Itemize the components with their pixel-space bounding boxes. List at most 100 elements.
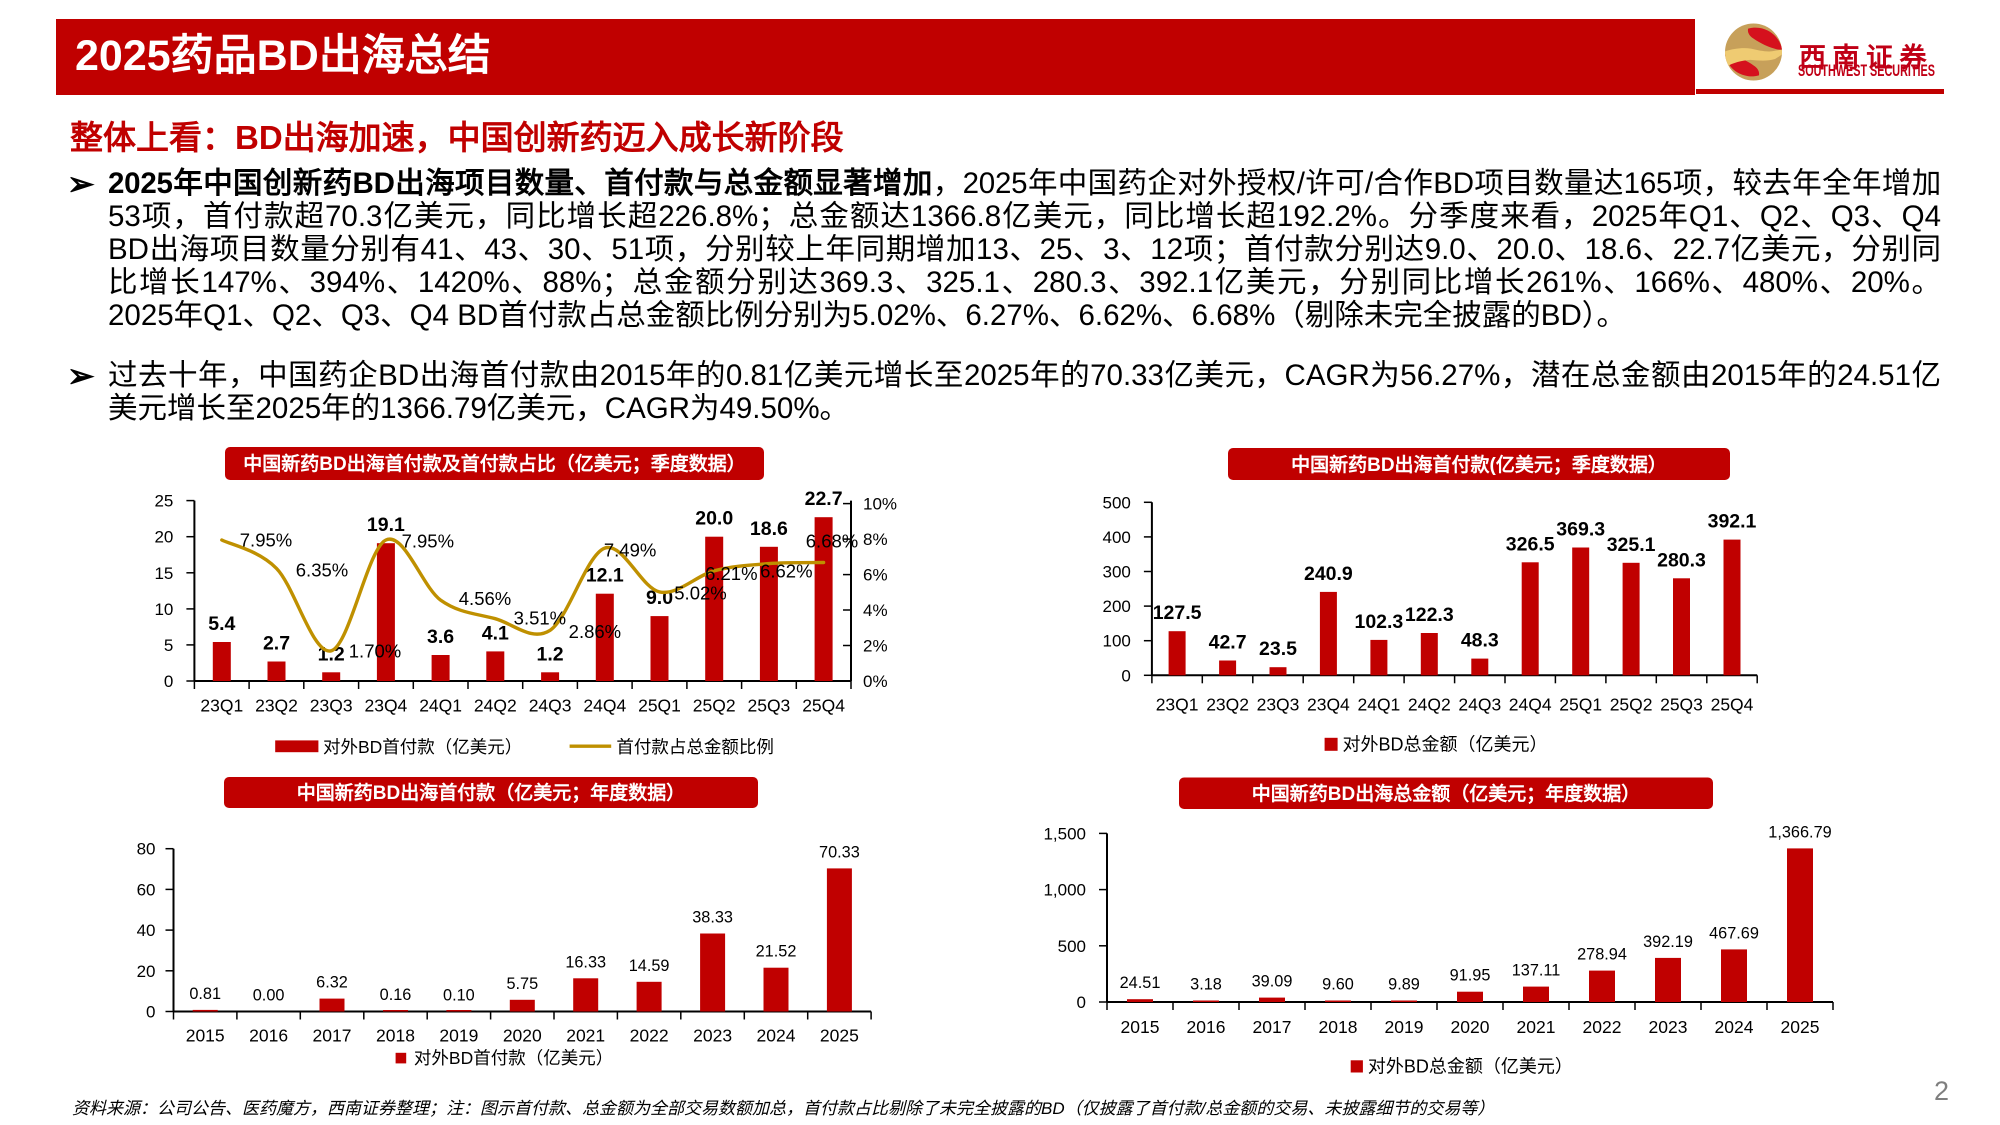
svg-text:2%: 2% xyxy=(863,637,888,656)
svg-text:0.16: 0.16 xyxy=(380,986,412,1004)
svg-text:对外BD总金额（亿美元）: 对外BD总金额（亿美元） xyxy=(1368,1057,1573,1077)
svg-text:467.69: 467.69 xyxy=(1709,924,1759,942)
svg-text:3.6: 3.6 xyxy=(427,626,454,648)
svg-text:中国新药BD出海总金额（亿美元；年度数据）: 中国新药BD出海总金额（亿美元；年度数据） xyxy=(1252,782,1640,805)
svg-text:首付款占总金额比例: 首付款占总金额比例 xyxy=(616,737,774,757)
svg-text:7.49%: 7.49% xyxy=(604,540,656,561)
svg-text:10: 10 xyxy=(154,600,173,619)
svg-text:325.1: 325.1 xyxy=(1607,534,1656,556)
svg-text:2024: 2024 xyxy=(757,1025,796,1045)
svg-text:2020: 2020 xyxy=(1451,1017,1490,1037)
svg-text:23.5: 23.5 xyxy=(1259,638,1297,660)
svg-text:40: 40 xyxy=(137,921,156,940)
svg-text:24.51: 24.51 xyxy=(1120,974,1161,992)
svg-text:2018: 2018 xyxy=(1319,1017,1358,1037)
svg-text:20.0: 20.0 xyxy=(695,508,733,530)
svg-text:1.2: 1.2 xyxy=(537,643,564,665)
svg-text:5: 5 xyxy=(164,636,173,655)
svg-text:300: 300 xyxy=(1103,563,1131,582)
svg-text:326.5: 326.5 xyxy=(1506,533,1555,555)
svg-text:1.70%: 1.70% xyxy=(349,641,401,662)
svg-text:240.9: 240.9 xyxy=(1304,563,1353,585)
svg-text:60: 60 xyxy=(137,880,156,899)
svg-text:中国新药BD出海首付款（亿美元；年度数据）: 中国新药BD出海首付款（亿美元；年度数据） xyxy=(297,781,685,804)
svg-text:0.00: 0.00 xyxy=(253,987,285,1005)
svg-text:19.1: 19.1 xyxy=(367,514,405,536)
svg-text:48.3: 48.3 xyxy=(1461,630,1499,652)
svg-text:500: 500 xyxy=(1103,493,1131,512)
svg-text:2016: 2016 xyxy=(1187,1017,1226,1037)
svg-text:25Q1: 25Q1 xyxy=(638,696,681,716)
svg-text:18.6: 18.6 xyxy=(750,518,788,540)
svg-text:8%: 8% xyxy=(863,530,888,549)
svg-text:23Q4: 23Q4 xyxy=(1307,695,1350,715)
svg-text:1,366.79: 1,366.79 xyxy=(1768,823,1831,841)
svg-text:80: 80 xyxy=(137,840,156,859)
svg-text:24Q2: 24Q2 xyxy=(474,696,517,716)
svg-text:对外BD总金额（亿美元）: 对外BD总金额（亿美元） xyxy=(1343,735,1548,755)
svg-text:0%: 0% xyxy=(863,672,888,691)
svg-text:500: 500 xyxy=(1058,937,1086,956)
svg-text:0: 0 xyxy=(1077,993,1086,1012)
svg-text:280.3: 280.3 xyxy=(1657,549,1706,571)
svg-text:23Q3: 23Q3 xyxy=(1257,695,1300,715)
svg-text:23Q2: 23Q2 xyxy=(1206,695,1249,715)
svg-text:2021: 2021 xyxy=(566,1025,605,1045)
svg-text:对外BD首付款（亿美元）: 对外BD首付款（亿美元） xyxy=(414,1048,613,1068)
svg-text:2023: 2023 xyxy=(693,1025,732,1045)
svg-text:0: 0 xyxy=(146,1003,155,1022)
svg-text:24Q3: 24Q3 xyxy=(1458,695,1501,715)
svg-text:24Q4: 24Q4 xyxy=(1509,695,1552,715)
svg-text:3.51%: 3.51% xyxy=(514,608,566,629)
svg-text:25Q3: 25Q3 xyxy=(1660,695,1703,715)
svg-text:12.1: 12.1 xyxy=(586,565,624,587)
svg-text:2022: 2022 xyxy=(1583,1017,1622,1037)
svg-text:392.1: 392.1 xyxy=(1708,511,1757,533)
svg-text:2019: 2019 xyxy=(1385,1017,1424,1037)
svg-text:2017: 2017 xyxy=(313,1025,352,1045)
svg-text:4%: 4% xyxy=(863,601,888,620)
svg-text:10%: 10% xyxy=(863,495,897,514)
svg-text:2021: 2021 xyxy=(1517,1017,1556,1037)
svg-text:137.11: 137.11 xyxy=(1512,962,1561,980)
svg-text:25Q4: 25Q4 xyxy=(802,696,845,716)
svg-text:2022: 2022 xyxy=(630,1025,669,1045)
svg-text:2015: 2015 xyxy=(1121,1017,1160,1037)
svg-text:2016: 2016 xyxy=(249,1025,288,1045)
svg-text:4.1: 4.1 xyxy=(482,622,509,644)
svg-text:38.33: 38.33 xyxy=(692,909,733,927)
svg-text:25Q2: 25Q2 xyxy=(693,696,736,716)
svg-text:23Q3: 23Q3 xyxy=(310,696,353,716)
svg-text:2025: 2025 xyxy=(1781,1017,1820,1037)
svg-text:6.21%: 6.21% xyxy=(705,563,757,584)
svg-text:4.56%: 4.56% xyxy=(459,588,511,609)
svg-text:16.33: 16.33 xyxy=(565,953,606,971)
svg-text:2017: 2017 xyxy=(1253,1017,1292,1037)
svg-text:6%: 6% xyxy=(863,566,888,585)
svg-text:2.86%: 2.86% xyxy=(569,621,621,642)
svg-text:23Q1: 23Q1 xyxy=(1156,695,1199,715)
svg-text:42.7: 42.7 xyxy=(1209,632,1247,654)
svg-text:2015: 2015 xyxy=(186,1025,225,1045)
svg-text:1,500: 1,500 xyxy=(1043,824,1086,843)
svg-text:6.68%: 6.68% xyxy=(806,530,858,551)
svg-text:6.32: 6.32 xyxy=(316,974,348,992)
svg-text:25: 25 xyxy=(154,492,173,511)
svg-text:200: 200 xyxy=(1103,597,1131,616)
svg-text:91.95: 91.95 xyxy=(1450,967,1491,985)
svg-text:102.3: 102.3 xyxy=(1354,611,1403,633)
svg-text:9.89: 9.89 xyxy=(1388,976,1420,994)
svg-text:0: 0 xyxy=(1121,666,1130,685)
svg-text:400: 400 xyxy=(1103,528,1131,547)
svg-text:对外BD首付款（亿美元）: 对外BD首付款（亿美元） xyxy=(323,737,522,757)
svg-text:7.95%: 7.95% xyxy=(240,529,292,550)
svg-text:14.59: 14.59 xyxy=(629,957,670,975)
svg-text:中国新药BD出海首付款(亿美元；季度数据）: 中国新药BD出海首付款(亿美元；季度数据） xyxy=(1291,453,1667,476)
svg-text:9.60: 9.60 xyxy=(1322,976,1354,994)
svg-text:25Q3: 25Q3 xyxy=(747,696,790,716)
svg-text:2024: 2024 xyxy=(1715,1017,1754,1037)
svg-text:15: 15 xyxy=(154,564,173,583)
svg-text:100: 100 xyxy=(1103,632,1131,651)
svg-text:3.18: 3.18 xyxy=(1190,976,1222,994)
svg-text:127.5: 127.5 xyxy=(1153,602,1202,624)
